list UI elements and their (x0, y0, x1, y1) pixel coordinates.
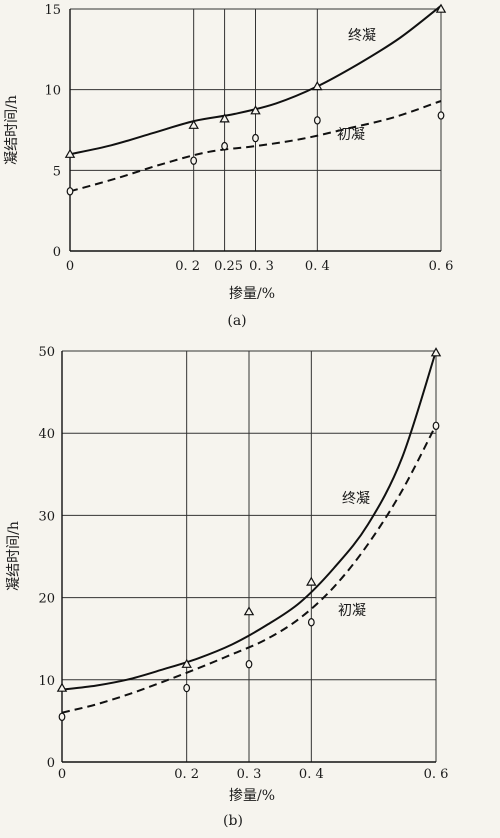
x-tick-label: 0. 6 (429, 259, 454, 274)
x-tick-label: 0 (58, 767, 66, 782)
initial-set-point (307, 618, 315, 627)
initial-set-point (221, 141, 228, 151)
x-axis-title: 掺量/% (229, 285, 275, 302)
final-set-point (181, 658, 192, 668)
y-tick-label: 30 (38, 509, 55, 524)
series-label: 终凝 (348, 28, 376, 44)
chart-panel-b: 0 0. 2 0. 3 0. 4 0. 6 0 10 20 30 40 50 掺量/% 凝结时间/h (b… (6, 345, 448, 829)
final-set-curve (61, 350, 437, 691)
final-set-point (430, 347, 442, 357)
series-label: 初凝 (337, 126, 365, 143)
final-set-point (64, 148, 76, 158)
y-tick-label: 20 (38, 592, 55, 607)
x-tick-label: 0. 2 (175, 259, 200, 274)
initial-set-point (437, 111, 445, 120)
final-set-point (435, 3, 447, 13)
initial-set-point (432, 421, 440, 431)
initial-set-point (252, 133, 259, 143)
y-tick-label: 5 (53, 164, 61, 179)
final-set-point (250, 105, 261, 115)
y-tick-label: 40 (38, 427, 55, 442)
y-tick-label: 15 (44, 3, 61, 18)
final-set-point (306, 576, 317, 586)
initial-set-point (190, 156, 198, 165)
y-tick-label: 10 (44, 84, 61, 99)
panel-label: (b) (223, 813, 243, 829)
y-tick-label: 0 (53, 245, 61, 260)
final-set-point (312, 80, 323, 91)
initial-set-point (245, 659, 253, 669)
y-tick-label: 10 (38, 674, 55, 689)
final-set-point (56, 682, 68, 692)
y-axis-title: 凝结时间/h (6, 521, 22, 591)
series-label: 初凝 (338, 602, 366, 619)
x-tick-label: 0. 3 (249, 259, 274, 274)
initial-set-point (66, 187, 74, 196)
x-tick-label: 0. 2 (174, 767, 199, 782)
y-axis-title: 凝结时间/h (4, 95, 20, 165)
final-set-point (243, 606, 255, 616)
initial-set-point (183, 683, 191, 693)
x-axis-title: 掺量/% (229, 787, 275, 804)
panel-label: (a) (227, 313, 246, 329)
x-tick-label: 0 (66, 259, 74, 274)
chart-panel-a: 0 0. 2 0.25 0. 3 0. 4 0. 6 0 5 10 15 掺量/% 凝结时间/h (a)… (4, 3, 453, 329)
x-tick-label: 0. 4 (299, 767, 324, 782)
x-tick-label: 0. 4 (305, 259, 330, 274)
final-set-point (188, 119, 199, 129)
x-tick-label: 0.25 (214, 259, 243, 274)
y-tick-label: 50 (38, 345, 55, 360)
initial-set-curve (69, 100, 442, 193)
x-tick-label: 0. 6 (424, 767, 449, 782)
y-tick-label: 0 (47, 756, 55, 771)
series-label: 终凝 (342, 491, 370, 507)
initial-set-point (313, 116, 321, 125)
x-tick-label: 0. 3 (237, 767, 262, 782)
final-set-point (219, 113, 230, 123)
initial-set-curve (61, 424, 437, 714)
initial-set-point (58, 712, 66, 721)
